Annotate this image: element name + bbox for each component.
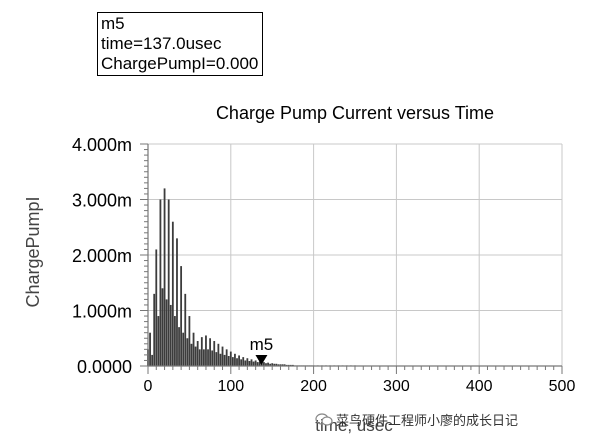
y-tick-label: 4.000m — [72, 135, 132, 155]
chart-bar — [231, 357, 234, 366]
chart-bar — [209, 338, 211, 366]
chart-bar — [198, 349, 201, 366]
x-tick-label: 100 — [217, 378, 244, 395]
chart-bar — [194, 346, 197, 366]
chart-bar — [169, 304, 172, 366]
chart-bar — [217, 343, 220, 366]
marker-value: ChargePumpI=0.000 — [101, 54, 259, 73]
chart-bar — [161, 288, 164, 366]
chart-bar — [277, 364, 280, 366]
chart-bar — [184, 293, 187, 366]
watermark: 菜鸟硬件工程师小廖的成长日记 — [315, 410, 518, 429]
chart-bar — [269, 363, 272, 366]
chart-ticks: 0 100 200 300 400 500 0.0000 1.000m 2.000m 3.000m… — [72, 135, 575, 395]
chart-bar — [205, 335, 207, 366]
y-tick-label: 3.000m — [72, 191, 132, 211]
chart-bar — [258, 361, 261, 366]
chart-bar — [178, 327, 180, 366]
chart-bar — [196, 341, 199, 366]
chart-bar — [252, 361, 255, 366]
chart-bar — [240, 359, 243, 366]
chart-bar — [207, 349, 209, 366]
chart-bar — [275, 363, 278, 366]
x-tick-label: 200 — [300, 378, 327, 395]
chart-bar — [174, 316, 176, 366]
chart-bar — [236, 358, 238, 366]
chart-bar — [151, 354, 154, 366]
chart-bar — [246, 358, 249, 366]
chart-grid — [147, 143, 563, 367]
chart-bar — [149, 332, 151, 366]
wechat-icon — [315, 412, 333, 427]
chart-bar — [256, 362, 259, 366]
chart-bar — [271, 363, 274, 366]
chart-bar — [211, 350, 214, 366]
marker-label: m5 — [250, 335, 274, 354]
x-tick-label: 500 — [549, 378, 576, 395]
chart-bar — [188, 316, 191, 366]
chart-bar — [281, 364, 284, 366]
chart-bar — [221, 346, 224, 366]
y-tick-label: 2.000m — [72, 246, 132, 266]
chart-bar — [283, 364, 286, 366]
chart-bar — [190, 343, 193, 366]
x-tick-label: 300 — [383, 378, 410, 395]
chart-bar — [254, 360, 257, 366]
chart-bar — [260, 362, 263, 366]
marker-time: time=137.0usec — [101, 34, 222, 53]
chart-bar — [248, 361, 251, 366]
chart-title: Charge Pump Current versus Time — [216, 103, 494, 123]
chart-bar — [155, 249, 158, 366]
x-tick-label: 400 — [466, 378, 493, 395]
chart-bar — [182, 332, 185, 366]
chart-bar — [159, 199, 162, 366]
chart-bar — [171, 221, 174, 366]
chart-bar — [180, 266, 183, 366]
x-axis-label: time, usec — [315, 416, 393, 435]
chart-bar — [242, 357, 245, 366]
chart-bar — [157, 316, 160, 366]
chart-bar — [227, 356, 230, 366]
marker-name: m5 — [101, 14, 125, 33]
chart-bar — [279, 364, 282, 366]
chart-bar — [202, 349, 205, 366]
chart-bar — [238, 355, 240, 366]
chart-marker[interactable]: m5 — [250, 335, 274, 365]
chart-axes — [140, 143, 563, 374]
chart-bars — [147, 188, 356, 366]
y-tick-label: 1.000m — [72, 302, 132, 322]
chart-bar — [167, 199, 170, 366]
chart-bar — [163, 188, 166, 366]
chart-bar — [223, 354, 226, 366]
chart-bar — [176, 238, 178, 366]
chart-bar — [186, 338, 189, 366]
chart-bar — [215, 352, 218, 366]
y-tick-label: 0.0000 — [77, 357, 132, 377]
chart-bar — [234, 353, 236, 366]
chart-bar — [165, 299, 168, 366]
chart-bar — [200, 337, 203, 366]
chart-bar — [229, 351, 232, 366]
chart-bar — [225, 349, 228, 366]
chart-bar — [153, 293, 156, 366]
chart-bar — [219, 353, 222, 366]
marker-triangle-icon — [255, 355, 268, 365]
chart-bar — [265, 363, 267, 366]
watermark-text: 菜鸟硬件工程师小廖的成长日记 — [336, 413, 519, 428]
chart-bar — [263, 362, 265, 366]
x-tick-label: 0 — [144, 378, 153, 395]
chart-bar — [213, 341, 216, 366]
chart-bar — [273, 363, 276, 366]
chart-bar — [250, 359, 253, 366]
chart-bar — [267, 362, 269, 366]
y-axis-label: ChargePumpI — [23, 196, 43, 307]
chart-bar — [192, 332, 195, 366]
marker-readout-box: m5 time=137.0usec ChargePumpI=0.000 — [97, 12, 264, 76]
chart-bar — [244, 360, 247, 366]
